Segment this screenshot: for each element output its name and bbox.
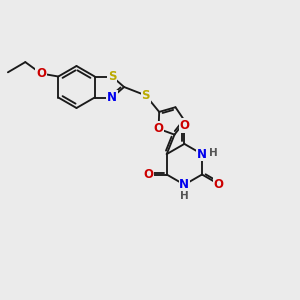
Text: S: S	[108, 70, 116, 83]
Text: N: N	[107, 91, 117, 104]
Text: O: O	[179, 119, 189, 132]
Text: O: O	[143, 168, 153, 181]
Text: N: N	[197, 148, 207, 160]
Text: O: O	[154, 122, 164, 135]
Text: H: H	[209, 148, 218, 158]
Text: H: H	[180, 191, 189, 201]
Text: O: O	[36, 67, 46, 80]
Text: O: O	[214, 178, 224, 190]
Text: N: N	[179, 178, 189, 191]
Text: S: S	[141, 89, 150, 102]
